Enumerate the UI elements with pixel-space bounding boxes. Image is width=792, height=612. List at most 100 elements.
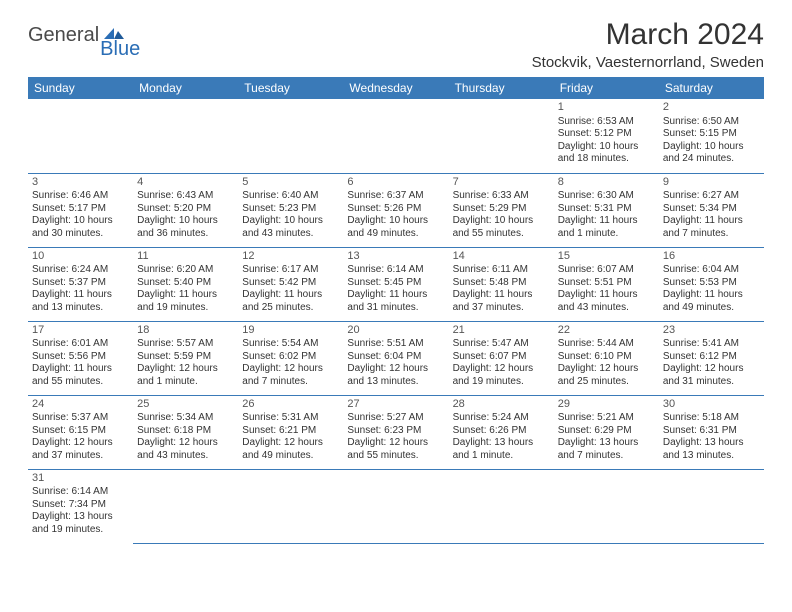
sunset-text: Sunset: 5:26 PM [347,203,444,216]
daylight-text: and 31 minutes. [347,302,444,315]
day-number: 16 [663,250,760,264]
sunset-text: Sunset: 6:23 PM [347,425,444,438]
daylight-text: and 36 minutes. [137,228,234,241]
daylight-text: and 13 minutes. [663,450,760,463]
empty-cell [449,99,554,173]
sunset-text: Sunset: 6:04 PM [347,351,444,364]
sunrise-text: Sunrise: 6:20 AM [137,264,234,277]
title-block: March 2024 Stockvik, Vaesternorrland, Sw… [532,18,764,71]
daylight-text: Daylight: 12 hours [137,363,234,376]
sunset-text: Sunset: 5:51 PM [558,277,655,290]
day-number: 12 [242,250,339,264]
sunset-text: Sunset: 5:34 PM [663,203,760,216]
daylight-text: and 49 minutes. [242,450,339,463]
day-number: 22 [558,324,655,338]
day-number: 19 [242,324,339,338]
calendar-table: SundayMondayTuesdayWednesdayThursdayFrid… [28,77,764,544]
daylight-text: Daylight: 10 hours [663,141,760,154]
day-cell: 24Sunrise: 5:37 AMSunset: 6:15 PMDayligh… [28,395,133,469]
sunrise-text: Sunrise: 5:21 AM [558,412,655,425]
logo-text-general: General [28,24,99,47]
daylight-text: and 1 minute. [558,228,655,241]
sunset-text: Sunset: 5:29 PM [453,203,550,216]
sunrise-text: Sunrise: 6:37 AM [347,190,444,203]
sunrise-text: Sunrise: 6:11 AM [453,264,550,277]
sunrise-text: Sunrise: 6:33 AM [453,190,550,203]
day-cell: 30Sunrise: 5:18 AMSunset: 6:31 PMDayligh… [659,395,764,469]
daylight-text: and 18 minutes. [558,153,655,166]
daylight-text: Daylight: 13 hours [453,437,550,450]
day-cell: 16Sunrise: 6:04 AMSunset: 5:53 PMDayligh… [659,247,764,321]
daylight-text: and 37 minutes. [453,302,550,315]
empty-cell [659,469,764,543]
sunset-text: Sunset: 5:31 PM [558,203,655,216]
daylight-text: and 55 minutes. [32,376,129,389]
daylight-text: and 19 minutes. [453,376,550,389]
day-header: Sunday [28,77,133,99]
daylight-text: Daylight: 12 hours [347,437,444,450]
empty-cell [343,469,448,543]
day-number: 4 [137,176,234,190]
daylight-text: Daylight: 13 hours [663,437,760,450]
day-number: 20 [347,324,444,338]
sunrise-text: Sunrise: 5:47 AM [453,338,550,351]
day-cell: 11Sunrise: 6:20 AMSunset: 5:40 PMDayligh… [133,247,238,321]
daylight-text: and 13 minutes. [347,376,444,389]
sunset-text: Sunset: 6:02 PM [242,351,339,364]
daylight-text: and 30 minutes. [32,228,129,241]
sunrise-text: Sunrise: 5:34 AM [137,412,234,425]
sunset-text: Sunset: 5:37 PM [32,277,129,290]
daylight-text: Daylight: 11 hours [453,289,550,302]
sunrise-text: Sunrise: 6:14 AM [347,264,444,277]
sunset-text: Sunset: 5:42 PM [242,277,339,290]
day-cell: 7Sunrise: 6:33 AMSunset: 5:29 PMDaylight… [449,173,554,247]
sunrise-text: Sunrise: 5:51 AM [347,338,444,351]
daylight-text: and 1 minute. [453,450,550,463]
sunrise-text: Sunrise: 5:24 AM [453,412,550,425]
location: Stockvik, Vaesternorrland, Sweden [532,54,764,71]
sunrise-text: Sunrise: 6:43 AM [137,190,234,203]
daylight-text: and 37 minutes. [32,450,129,463]
daylight-text: and 7 minutes. [663,228,760,241]
day-cell: 28Sunrise: 5:24 AMSunset: 6:26 PMDayligh… [449,395,554,469]
day-cell: 19Sunrise: 5:54 AMSunset: 6:02 PMDayligh… [238,321,343,395]
daylight-text: Daylight: 11 hours [137,289,234,302]
daylight-text: Daylight: 12 hours [137,437,234,450]
sunset-text: Sunset: 6:15 PM [32,425,129,438]
day-number: 24 [32,398,129,412]
daylight-text: Daylight: 12 hours [558,363,655,376]
day-number: 10 [32,250,129,264]
day-header: Wednesday [343,77,448,99]
sunrise-text: Sunrise: 6:14 AM [32,486,129,499]
daylight-text: Daylight: 11 hours [242,289,339,302]
daylight-text: and 31 minutes. [663,376,760,389]
day-number: 23 [663,324,760,338]
empty-cell [238,469,343,543]
day-number: 6 [347,176,444,190]
day-cell: 21Sunrise: 5:47 AMSunset: 6:07 PMDayligh… [449,321,554,395]
sunrise-text: Sunrise: 5:18 AM [663,412,760,425]
sunset-text: Sunset: 6:12 PM [663,351,760,364]
sunset-text: Sunset: 5:59 PM [137,351,234,364]
week-row: 17Sunrise: 6:01 AMSunset: 5:56 PMDayligh… [28,321,764,395]
sunset-text: Sunset: 5:12 PM [558,128,655,141]
day-cell: 25Sunrise: 5:34 AMSunset: 6:18 PMDayligh… [133,395,238,469]
day-header: Tuesday [238,77,343,99]
daylight-text: and 25 minutes. [558,376,655,389]
daylight-text: and 43 minutes. [137,450,234,463]
month-title: March 2024 [532,18,764,52]
day-header: Monday [133,77,238,99]
day-number: 28 [453,398,550,412]
day-cell: 1Sunrise: 6:53 AMSunset: 5:12 PMDaylight… [554,99,659,173]
day-cell: 29Sunrise: 5:21 AMSunset: 6:29 PMDayligh… [554,395,659,469]
sunrise-text: Sunrise: 6:46 AM [32,190,129,203]
day-number: 7 [453,176,550,190]
daylight-text: and 43 minutes. [558,302,655,315]
day-number: 27 [347,398,444,412]
sunset-text: Sunset: 5:17 PM [32,203,129,216]
day-cell: 23Sunrise: 5:41 AMSunset: 6:12 PMDayligh… [659,321,764,395]
daylight-text: and 55 minutes. [347,450,444,463]
day-number: 11 [137,250,234,264]
day-number: 13 [347,250,444,264]
daylight-text: and 19 minutes. [32,524,129,537]
